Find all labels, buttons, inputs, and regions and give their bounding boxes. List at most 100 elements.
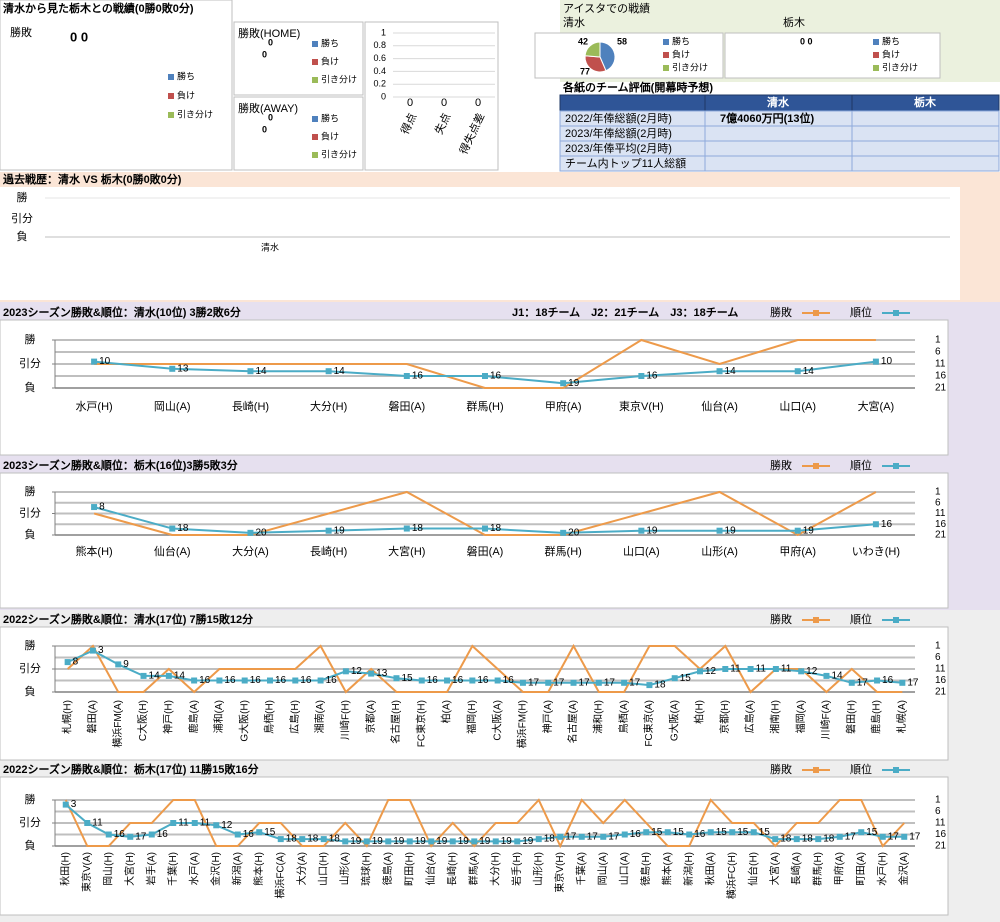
y2-tick-label: 11 — [935, 508, 946, 519]
point — [342, 668, 349, 675]
data-label: 12 — [221, 820, 233, 831]
data-label: 17 — [907, 677, 919, 688]
legend-swatch — [663, 39, 669, 45]
legend-label: 引き分け — [321, 74, 357, 84]
x-tick-label: 秋田(H) — [58, 852, 71, 886]
y2-tick-label: 21 — [935, 530, 947, 541]
data-label: 16 — [881, 519, 893, 530]
data-label: 15 — [866, 827, 878, 838]
point — [325, 527, 332, 534]
data-label: 19 — [725, 525, 737, 536]
chart-title: 2022シーズン勝敗&順位：栃木(17位) 11勝15敗16分 — [3, 762, 259, 776]
point — [600, 833, 607, 840]
point — [115, 661, 122, 668]
data-label: 17 — [857, 677, 869, 688]
legend-label: 負け — [882, 48, 900, 59]
data-label: 0 — [441, 97, 447, 109]
x-tick-label: 新潟(A) — [230, 852, 243, 885]
data-label: 18 — [802, 834, 814, 845]
data-label: 16 — [882, 675, 894, 686]
y-tick-label: 負 — [25, 381, 36, 394]
data-label: 19 — [350, 836, 362, 847]
point — [406, 838, 413, 845]
data-label: 16 — [224, 675, 236, 686]
data-label: 17 — [553, 677, 565, 688]
x-tick-label: 熊本(H) — [75, 544, 112, 558]
data-label: 17 — [587, 831, 599, 842]
annotation: J1：18チーム J2：21チーム J3：18チーム — [512, 306, 738, 319]
x-tick-label: 山形(A) — [339, 852, 351, 885]
point — [482, 525, 488, 532]
point — [578, 833, 585, 840]
x-tick-label: 京都(H) — [718, 700, 731, 734]
point — [793, 836, 800, 843]
point — [247, 529, 254, 536]
point — [91, 358, 98, 365]
table-cell — [851, 110, 1000, 127]
point — [514, 838, 521, 845]
data-label: 16 — [452, 675, 464, 686]
chart-title: 2022シーズン勝敗&順位：清水(17位) 7勝15敗12分 — [3, 612, 253, 626]
x-tick-label: 横浜FC(H) — [725, 852, 738, 899]
point — [342, 838, 349, 845]
table-cell — [704, 140, 853, 157]
data-label: 16 — [646, 371, 658, 382]
point — [64, 659, 71, 666]
x-tick-label: 東京V(H) — [619, 399, 664, 413]
y-tick-label: 0 — [381, 91, 386, 101]
data-label: 11 — [781, 664, 792, 675]
data-label: 16 — [490, 371, 502, 382]
legend-swatch — [663, 52, 669, 58]
series-line — [94, 338, 876, 389]
x-tick-label: 甲府(A) — [545, 399, 582, 413]
series-line — [93, 490, 877, 537]
data-label: 19 — [393, 836, 405, 847]
data-label: 16 — [300, 675, 312, 686]
point — [716, 368, 723, 375]
y2-tick-label: 11 — [935, 818, 946, 829]
data-label: 0 — [475, 97, 481, 109]
point — [471, 838, 478, 845]
legend-label: 勝敗 — [770, 305, 792, 319]
point — [234, 831, 241, 838]
y-tick-label: 引分 — [19, 356, 41, 370]
x-tick-label: 長崎(H) — [445, 852, 458, 886]
summary-title: 清水から見た栃木との戦績(0勝0敗0分) — [3, 1, 194, 15]
x-tick-label: 徳島(A) — [381, 852, 394, 885]
data-label: 16 — [694, 829, 706, 840]
x-tick-label: 仙台(A) — [701, 399, 738, 413]
y-tick-label: 負 — [25, 839, 36, 852]
x-tick-label: 鹿島(H) — [870, 700, 883, 734]
series-line — [65, 803, 905, 843]
legend-label: 順位 — [850, 305, 872, 319]
x-tick-label: 広島(A) — [743, 700, 756, 733]
point — [697, 668, 703, 675]
legend-marker — [813, 310, 819, 316]
point — [879, 833, 886, 840]
panel — [233, 96, 364, 171]
point — [247, 368, 254, 375]
x-tick-label: 熊本(A) — [660, 852, 673, 885]
point — [872, 521, 879, 528]
x-tick-label: 福岡(A) — [794, 700, 807, 733]
y-tick-label: 負 — [25, 685, 36, 698]
x-tick-label: 広島(H) — [288, 700, 301, 734]
data-label: 14 — [149, 671, 161, 682]
x-tick-label: 柏(A) — [440, 700, 453, 723]
y2-tick-label: 16 — [935, 519, 947, 530]
data-label: 14 — [255, 366, 267, 377]
point — [191, 677, 198, 684]
data-label: 17 — [604, 677, 616, 688]
data-label: 10 — [99, 356, 111, 367]
data-label: 14 — [725, 366, 737, 377]
point — [899, 679, 906, 686]
point — [707, 829, 714, 836]
x-tick-label: 磐田(A) — [86, 700, 99, 733]
y-tick-label: 0.8 — [373, 40, 386, 50]
x-tick-label: 山形(A) — [701, 545, 738, 558]
data-label: 17 — [579, 677, 591, 688]
point — [836, 833, 843, 840]
data-label: 18 — [823, 834, 835, 845]
point — [492, 838, 499, 845]
x-tick-label: 町田(A) — [856, 852, 867, 885]
